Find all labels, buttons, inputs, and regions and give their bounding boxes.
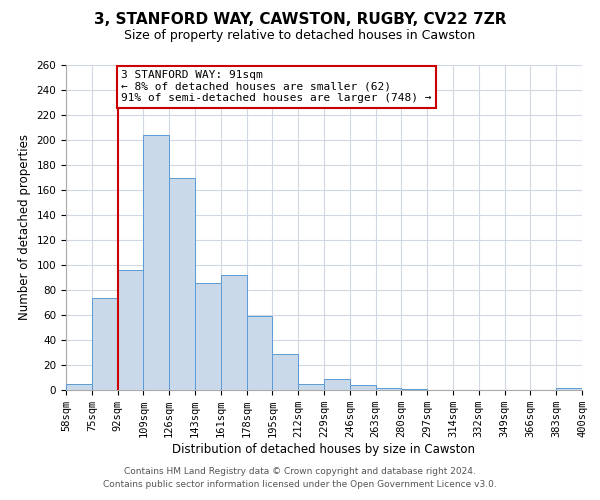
Bar [118,270,143,390]
Bar [66,384,92,390]
Bar [556,388,582,390]
Bar [272,354,298,390]
Text: Size of property relative to detached houses in Cawston: Size of property relative to detached ho… [124,29,476,42]
Text: Contains public sector information licensed under the Open Government Licence v3: Contains public sector information licen… [103,480,497,489]
Bar [350,385,376,390]
Bar [143,135,169,390]
Bar [92,298,118,390]
Bar [195,282,221,390]
Bar [324,379,350,390]
X-axis label: Distribution of detached houses by size in Cawston: Distribution of detached houses by size … [173,443,476,456]
Bar [376,388,401,390]
Y-axis label: Number of detached properties: Number of detached properties [18,134,31,320]
Bar [298,384,324,390]
Bar [247,316,272,390]
Text: 3, STANFORD WAY, CAWSTON, RUGBY, CV22 7ZR: 3, STANFORD WAY, CAWSTON, RUGBY, CV22 7Z… [94,12,506,28]
Bar [169,178,195,390]
Bar [221,275,247,390]
Text: 3 STANFORD WAY: 91sqm
← 8% of detached houses are smaller (62)
91% of semi-detac: 3 STANFORD WAY: 91sqm ← 8% of detached h… [121,70,432,103]
Bar [401,389,427,390]
Text: Contains HM Land Registry data © Crown copyright and database right 2024.: Contains HM Land Registry data © Crown c… [124,467,476,476]
